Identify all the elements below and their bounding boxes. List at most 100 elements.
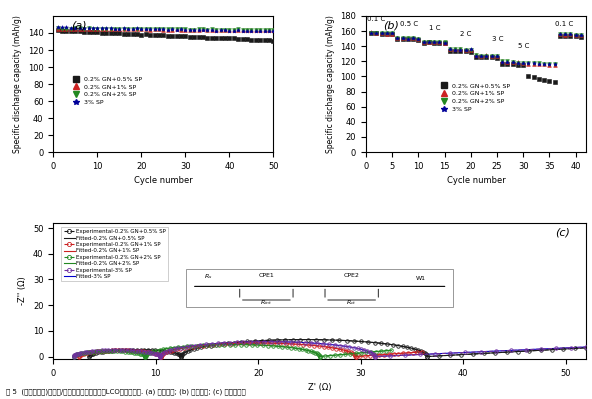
- Point: [256, 27, 265, 33]
- Point: [181, 26, 190, 33]
- Text: CPE1: CPE1: [259, 273, 274, 278]
- Point: [550, 79, 559, 85]
- Text: (b): (b): [384, 20, 400, 30]
- Point: [382, 30, 392, 37]
- Point: [455, 47, 465, 53]
- Point: [163, 33, 172, 39]
- Point: [238, 27, 247, 34]
- Point: [487, 52, 497, 59]
- Point: [561, 31, 570, 37]
- Text: 0.1 C: 0.1 C: [368, 16, 386, 22]
- Point: [110, 26, 120, 33]
- Experimental-0.2% GN+1% SP: [414, 350, 421, 355]
- Point: [414, 36, 423, 42]
- Point: [181, 27, 190, 34]
- Point: [176, 26, 186, 32]
- Point: [132, 26, 141, 32]
- Point: [519, 60, 528, 67]
- Point: [451, 48, 460, 54]
- Point: [571, 32, 580, 38]
- Fitted-3% SP: [336, 343, 343, 348]
- Point: [377, 30, 387, 37]
- Text: CPE2: CPE2: [344, 273, 359, 278]
- Point: [172, 26, 181, 32]
- Point: [487, 52, 497, 59]
- Fitted-0.2% GN+2% SP: [288, 345, 295, 350]
- Point: [561, 32, 570, 38]
- Point: [123, 26, 133, 32]
- Y-axis label: Specific discharge capacity (mAh/g): Specific discharge capacity (mAh/g): [13, 15, 22, 153]
- Experimental-0.2% GN+1% SP: [162, 350, 169, 355]
- Text: 0.1 C: 0.1 C: [555, 21, 573, 27]
- Point: [88, 26, 98, 32]
- Point: [176, 26, 186, 33]
- Fitted-0.2% GN+2% SP: [70, 354, 78, 358]
- Point: [242, 28, 252, 34]
- Point: [477, 52, 486, 59]
- Point: [508, 59, 517, 65]
- Text: (a): (a): [71, 20, 86, 30]
- Point: [550, 62, 559, 69]
- Point: [220, 27, 230, 33]
- Point: [101, 25, 111, 32]
- Point: [57, 26, 67, 32]
- Experimental-0.2% GN+0.5% SP: [583, 346, 590, 350]
- Point: [146, 27, 155, 33]
- Point: [66, 25, 76, 31]
- Y-axis label: Specific discharge capacity (mAh/g): Specific discharge capacity (mAh/g): [326, 15, 334, 153]
- Point: [561, 31, 570, 38]
- Point: [550, 61, 559, 68]
- Point: [487, 54, 497, 61]
- Point: [57, 26, 67, 32]
- Point: [455, 46, 465, 52]
- Point: [79, 28, 89, 35]
- Point: [207, 27, 217, 34]
- Fitted-0.2% GN+0.5% SP: [184, 349, 191, 354]
- Point: [92, 25, 102, 31]
- Point: [53, 26, 62, 32]
- Point: [123, 26, 133, 32]
- Point: [492, 55, 501, 61]
- Experimental-0.2% GN+0.5% SP: [389, 342, 396, 347]
- Point: [233, 26, 243, 33]
- Point: [97, 26, 107, 32]
- Point: [269, 26, 278, 33]
- Point: [513, 59, 523, 66]
- Point: [233, 27, 243, 34]
- Point: [424, 38, 433, 45]
- Experimental-0.2% GN+1% SP: [324, 345, 332, 350]
- Experimental-0.2% GN+1% SP: [252, 341, 259, 346]
- Point: [435, 39, 444, 45]
- Point: [128, 31, 137, 37]
- Point: [155, 26, 164, 33]
- Point: [539, 61, 549, 67]
- Point: [159, 26, 168, 32]
- Point: [377, 30, 387, 36]
- Point: [435, 40, 444, 46]
- Point: [155, 26, 164, 32]
- Experimental-0.2% GN+1% SP: [320, 344, 327, 349]
- Point: [106, 30, 115, 36]
- Point: [146, 26, 155, 32]
- Fitted-0.2% GN+0.5% SP: [86, 354, 93, 358]
- Experimental-0.2% GN+2% SP: [292, 346, 299, 351]
- Point: [508, 61, 517, 67]
- Point: [435, 39, 444, 45]
- Legend: 0.2% GN+0.5% SP, 0.2% GN+1% SP, 0.2% GN+2% SP, 3% SP: 0.2% GN+0.5% SP, 0.2% GN+1% SP, 0.2% GN+…: [435, 81, 513, 115]
- Experimental-3% SP: [70, 354, 78, 359]
- Point: [571, 32, 580, 38]
- Point: [216, 27, 226, 34]
- Experimental-0.2% GN+0.5% SP: [571, 346, 578, 351]
- Text: 0.5 C: 0.5 C: [400, 21, 418, 27]
- Point: [392, 35, 402, 41]
- Point: [408, 35, 418, 41]
- Text: (c): (c): [555, 227, 570, 237]
- Point: [545, 61, 554, 67]
- Point: [185, 27, 195, 33]
- Point: [225, 26, 234, 33]
- Point: [137, 26, 146, 32]
- Point: [424, 39, 433, 45]
- Point: [75, 28, 85, 35]
- Fitted-0.2% GN+0.5% SP: [583, 346, 590, 350]
- Point: [163, 26, 172, 33]
